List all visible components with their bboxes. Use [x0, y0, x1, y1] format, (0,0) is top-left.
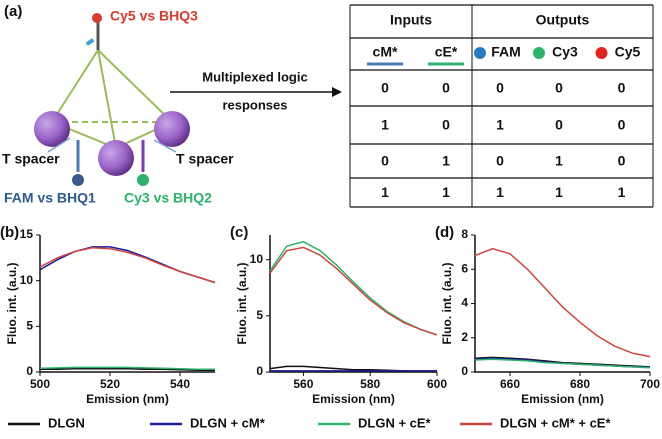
sphere [98, 140, 134, 176]
y-tick-label: 2 [461, 330, 468, 344]
table-cell: 0 [618, 80, 626, 96]
sphere [154, 111, 190, 147]
column-header: Cy5 [615, 44, 641, 60]
y-axis-label: Fluo. int. (a.u.) [235, 263, 249, 345]
label: Cy3 vs BHQ2 [124, 190, 212, 206]
pointer [47, 137, 71, 153]
arrow-head [332, 87, 342, 97]
table-cell: 0 [618, 153, 626, 169]
series-line [474, 358, 651, 369]
table-cell: 0 [496, 153, 504, 169]
color-dot [595, 47, 608, 59]
sphere [34, 111, 70, 147]
table-cell: 1 [442, 153, 450, 169]
axes [474, 235, 650, 373]
table-cell: 1 [496, 184, 504, 200]
table-cell: 0 [442, 117, 450, 133]
x-axis-label: Emission (nm) [86, 392, 169, 406]
table-cell: 1 [381, 184, 389, 200]
y-tick-label: 8 [461, 227, 468, 241]
x-axis-label: Emission (nm) [312, 392, 395, 406]
legend-label: DLGN + cM* + cE* [500, 415, 611, 430]
x-tick-label: 600 [427, 377, 447, 391]
column-header: Cy3 [552, 44, 578, 60]
label: FAM vs BHQ1 [4, 190, 96, 206]
table-cell: 0 [555, 117, 563, 133]
color-dot [533, 47, 545, 59]
y-tick-label: 10 [20, 273, 34, 287]
legend-label: DLGN + cM* [190, 415, 266, 430]
legend: DLGN DLGN + cM* DLGN + cE* DLGN + cM* + cE* [8, 415, 611, 430]
y-tick-label: 0 [461, 364, 468, 378]
y-tick-label: 5 [26, 319, 33, 333]
series-line [269, 246, 438, 336]
x-tick-label: 680 [570, 377, 590, 391]
label: Cy5 vs BHQ3 [110, 8, 198, 24]
arrow-label: responses [222, 97, 287, 112]
y-tick-label: 0 [26, 364, 33, 378]
y-axis-label: Fluo. int. (a.u.) [5, 263, 19, 345]
table-cell: 0 [618, 117, 626, 133]
series-line [39, 247, 216, 284]
y-tick-label: 4 [461, 296, 468, 310]
table-cell: 1 [381, 117, 389, 133]
table-cell: 0 [442, 80, 450, 96]
y-tick-label: 6 [461, 261, 468, 275]
logic-table: Inputs Outputs cM* cE* FAM Cy3 Cy5 0 0 0 0 0 1 0 1 0 0 0 1… [349, 4, 654, 208]
table-cell: 0 [555, 80, 563, 96]
y-tick-label: 10 [250, 252, 264, 266]
column-header: cE* [435, 44, 458, 60]
cy5-dye [92, 13, 102, 23]
legend-label: DLGN [48, 415, 85, 430]
x-tick-label: 560 [293, 377, 313, 391]
panel-label: (b) [0, 224, 19, 241]
y-tick-label: 5 [256, 308, 263, 322]
series-line [40, 368, 215, 371]
table-cell: 1 [442, 184, 450, 200]
fam-dye [72, 174, 84, 186]
color-dot [474, 47, 486, 59]
table-cell: 0 [381, 153, 389, 169]
y-axis-label: Fluo. int. (a.u.) [440, 263, 454, 345]
x-tick-label: 520 [100, 377, 120, 391]
pyramid [51, 49, 173, 149]
x-tick-label: 580 [360, 377, 380, 391]
y-tick-label: 0 [256, 364, 263, 378]
table-group: Outputs [536, 12, 590, 28]
legend-label: DLGN + cE* [358, 415, 432, 430]
table-cell: 0 [496, 80, 504, 96]
panel-label: (d) [435, 224, 454, 241]
x-tick-label: 500 [30, 377, 50, 391]
cy3-dye [137, 174, 149, 186]
table-cell: 1 [555, 184, 563, 200]
table-group: Inputs [390, 12, 432, 28]
panel-label: (a) [4, 3, 22, 20]
series-line [269, 240, 438, 336]
table-cell: 0 [381, 80, 389, 96]
column-header: FAM [491, 44, 521, 60]
arrow-label: Multiplexed logic [202, 69, 307, 84]
label: T spacer [176, 151, 234, 167]
linker [85, 38, 95, 46]
table-cell: 1 [496, 117, 504, 133]
panel-label: (c) [230, 224, 248, 241]
label: T spacer [2, 151, 60, 167]
column-header: cM* [373, 44, 398, 60]
table-cell: 1 [618, 184, 626, 200]
series-line [474, 247, 651, 358]
axes [269, 235, 437, 373]
series-line [39, 366, 215, 371]
series-line [474, 356, 651, 368]
y-tick-label: 15 [20, 227, 34, 241]
x-tick-label: 660 [500, 377, 520, 391]
x-tick-label: 540 [170, 377, 190, 391]
x-tick-label: 700 [640, 377, 660, 391]
x-axis-label: Emission (nm) [521, 392, 604, 406]
pointer [153, 139, 177, 153]
table-cell: 1 [555, 153, 563, 169]
